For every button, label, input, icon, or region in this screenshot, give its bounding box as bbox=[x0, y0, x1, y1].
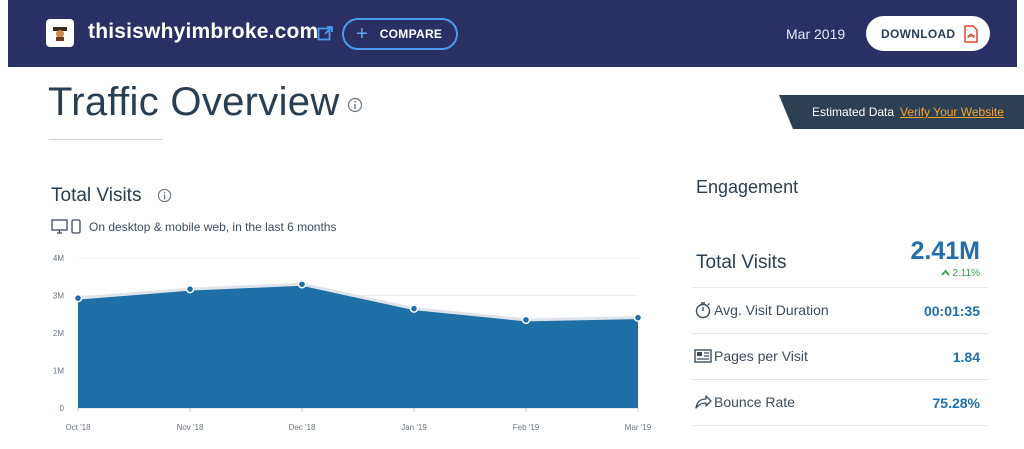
mobile-icon bbox=[71, 219, 81, 234]
y-tick-label: 0 bbox=[60, 404, 65, 413]
avg-visit-duration-label: Avg. Visit Duration bbox=[714, 302, 829, 318]
total-visits-change: 2.11% bbox=[900, 268, 980, 279]
device-description: On desktop & mobile web, in the last 6 m… bbox=[89, 219, 337, 234]
bounce-rate-label: Bounce Rate bbox=[714, 394, 795, 410]
x-tick-label: Dec '18 bbox=[289, 423, 316, 432]
y-axis-ticks: 0 1M 2M 3M 4M bbox=[53, 254, 65, 413]
visits-area bbox=[78, 284, 638, 408]
pages-icon bbox=[694, 349, 712, 363]
info-icon[interactable] bbox=[157, 188, 172, 203]
data-point bbox=[409, 304, 419, 313]
info-icon[interactable] bbox=[347, 97, 363, 113]
verify-website-link[interactable]: Verify Your Website bbox=[900, 105, 1004, 119]
download-button[interactable]: DOWNLOAD bbox=[866, 16, 990, 51]
desktop-icon bbox=[51, 219, 68, 234]
engagement-row-pages-per-visit: Pages per Visit 1.84 bbox=[692, 333, 988, 379]
change-value: 2.11% bbox=[952, 268, 980, 279]
x-tick-label: Oct '18 bbox=[65, 423, 91, 432]
title-divider bbox=[49, 139, 162, 140]
stopwatch-icon bbox=[695, 302, 711, 319]
site-name: thisiswhyimbroke.com bbox=[88, 20, 319, 43]
estimated-data-banner: Estimated Data Verify Your Website bbox=[779, 95, 1024, 129]
data-point bbox=[73, 293, 83, 303]
y-tick-label: 1M bbox=[53, 367, 64, 376]
external-link-icon[interactable] bbox=[317, 25, 334, 42]
date-selector[interactable]: Mar 2019 bbox=[786, 26, 846, 42]
top-header-bar: thisiswhyimbroke.com + COMPARE Mar 2019 … bbox=[8, 0, 1017, 67]
total-visits-chart: 0 1M 2M 3M 4M Oct '18 Nov '18 Dec '18 Jan '19 Fe… bbox=[53, 254, 652, 432]
engagement-total-visits-value: 2.41M bbox=[910, 237, 980, 265]
data-point bbox=[633, 313, 643, 322]
x-tick-label: Feb '19 bbox=[513, 423, 540, 432]
up-arrow-icon bbox=[940, 269, 950, 276]
data-point bbox=[297, 280, 307, 289]
download-label: DOWNLOAD bbox=[881, 26, 956, 41]
bounce-arrow-icon bbox=[695, 395, 712, 409]
device-filter: On desktop & mobile web, in the last 6 m… bbox=[51, 219, 336, 234]
y-tick-label: 3M bbox=[53, 292, 64, 301]
bounce-rate-value: 75.28% bbox=[932, 395, 980, 411]
x-tick-label: Nov '18 bbox=[177, 423, 204, 432]
favicon-icon bbox=[53, 27, 67, 41]
y-tick-label: 2M bbox=[53, 329, 64, 338]
compare-button[interactable]: + COMPARE bbox=[342, 18, 458, 50]
estimated-label: Estimated Data bbox=[812, 105, 895, 119]
x-axis-ticks: Oct '18 Nov '18 Dec '18 Jan '19 Feb '19 Mar '… bbox=[65, 408, 652, 432]
visits-line bbox=[77, 282, 639, 322]
engagement-divider bbox=[692, 425, 988, 426]
page-title: Traffic Overview bbox=[48, 80, 340, 124]
plus-icon: + bbox=[356, 23, 368, 45]
y-tick-label: 4M bbox=[53, 254, 64, 263]
total-visits-heading: Total Visits bbox=[51, 185, 142, 206]
data-point bbox=[521, 315, 531, 325]
x-tick-label: Jan '19 bbox=[401, 423, 427, 432]
site-favicon bbox=[46, 19, 74, 47]
compare-label: COMPARE bbox=[379, 27, 443, 41]
pdf-icon bbox=[964, 24, 979, 43]
pages-per-visit-value: 1.84 bbox=[952, 349, 980, 365]
engagement-heading: Engagement bbox=[696, 177, 799, 197]
data-point bbox=[185, 284, 195, 294]
pages-per-visit-label: Pages per Visit bbox=[714, 348, 808, 364]
data-points bbox=[73, 280, 643, 325]
avg-visit-duration-value: 00:01:35 bbox=[923, 303, 980, 319]
engagement-total-visits-label: Total Visits bbox=[696, 252, 787, 273]
engagement-row-avg-visit-duration: Avg. Visit Duration 00:01:35 bbox=[692, 287, 988, 333]
engagement-row-bounce-rate: Bounce Rate 75.28% bbox=[692, 379, 988, 425]
x-tick-label: Mar '19 bbox=[625, 423, 652, 432]
